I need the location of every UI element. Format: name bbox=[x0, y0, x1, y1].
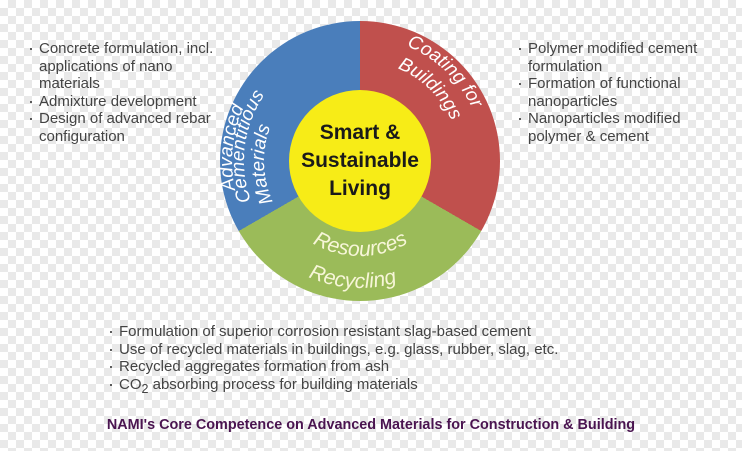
svg-text:Recycling: Recycling bbox=[306, 260, 398, 293]
